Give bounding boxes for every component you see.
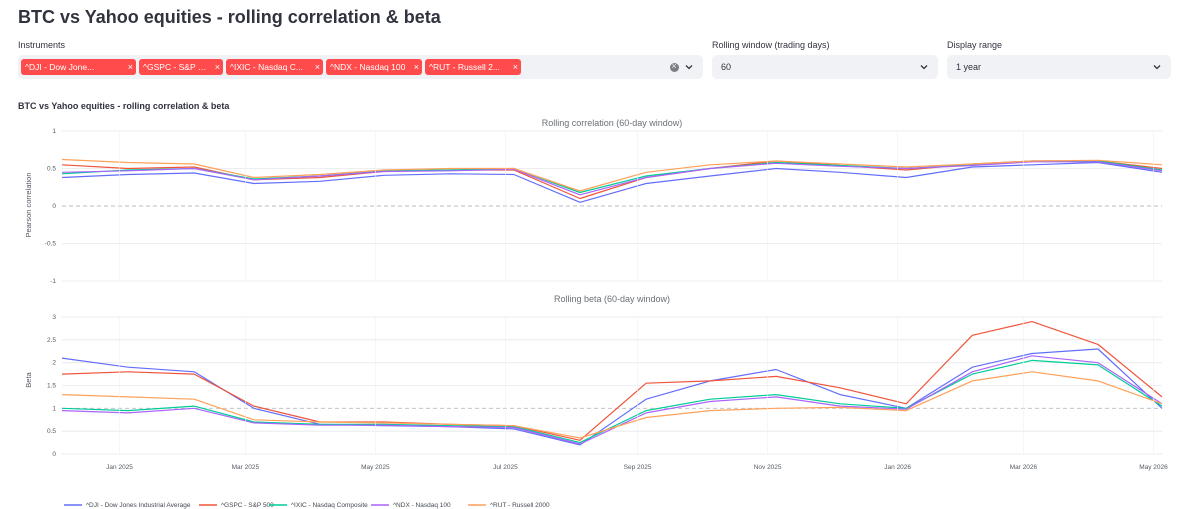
instruments-multiselect[interactable]: ^DJI - Dow Jone... × ^GSPC - S&P 500 × ^… (18, 55, 703, 79)
close-icon[interactable]: × (413, 62, 419, 72)
x-tick-label: May 2025 (361, 464, 390, 471)
y-tick-label: 1 (52, 405, 56, 412)
x-tick-label: Mar 2026 (1010, 464, 1038, 471)
series-line-2 (61, 160, 1163, 194)
chevron-down-icon[interactable] (683, 61, 695, 73)
close-icon[interactable]: × (127, 62, 133, 72)
chevron-down-icon[interactable] (1151, 61, 1163, 73)
chip-gspc[interactable]: ^GSPC - S&P 500 × (139, 59, 223, 75)
y-tick-label: 1.5 (47, 383, 56, 390)
display-range-value: 1 year (956, 62, 982, 72)
x-tick-label: May 2026 (1139, 464, 1168, 471)
rolling-window-label: Rolling window (trading days) (712, 40, 830, 50)
chip-label: ^RUT - Russell 2... (429, 62, 500, 72)
series-line-3 (61, 161, 1163, 196)
chip-rut[interactable]: ^RUT - Russell 2... × (425, 59, 521, 75)
legend-label: ^GSPC - S&P 500 (221, 502, 274, 509)
legend-label: ^DJI - Dow Jones Industrial Average (86, 502, 191, 509)
chip-ndx[interactable]: ^NDX - Nasdaq 100 × (326, 59, 422, 75)
chart-title: BTC vs Yahoo equities - rolling correlat… (18, 101, 230, 111)
y-tick-label: 2.5 (47, 337, 56, 344)
series-line-4 (61, 158, 1163, 192)
series-line-1 (61, 321, 1163, 441)
x-tick-label: Sep 2025 (624, 464, 652, 471)
legend-label: ^IXIC - Nasdaq Composite (291, 502, 368, 509)
y-tick-label: -1 (50, 278, 56, 285)
y-axis-title: Beta (24, 371, 33, 387)
rolling-window-value: 60 (721, 62, 732, 72)
x-tick-label: Mar 2025 (232, 464, 260, 471)
clear-all-icon[interactable] (670, 61, 679, 72)
series-line-0 (61, 348, 1163, 446)
rolling-window-select[interactable]: 60 (712, 55, 938, 79)
panel-subtitle: Rolling correlation (60-day window) (542, 118, 683, 128)
legend-label: ^RUT - Russell 2000 (490, 502, 550, 509)
chevron-down-icon[interactable] (918, 61, 930, 73)
y-tick-label: 1 (52, 128, 56, 135)
y-axis-title: Pearson correlation (24, 172, 33, 237)
close-icon[interactable]: × (512, 62, 518, 72)
series-line-2 (61, 359, 1163, 444)
series-line-3 (61, 355, 1163, 445)
x-tick-label: Nov 2025 (754, 464, 782, 471)
chip-dji[interactable]: ^DJI - Dow Jone... × (21, 59, 136, 75)
y-tick-label: 3 (52, 314, 56, 321)
close-icon[interactable]: × (214, 62, 220, 72)
x-tick-label: Jan 2025 (106, 464, 133, 471)
y-tick-label: 0 (52, 203, 56, 210)
y-tick-label: 0 (52, 451, 56, 458)
series-line-1 (61, 160, 1163, 200)
close-icon[interactable]: × (314, 62, 320, 72)
chip-ixic[interactable]: ^IXIC - Nasdaq C... × (226, 59, 323, 75)
chip-label: ^GSPC - S&P 500 (143, 62, 211, 72)
display-range-select[interactable]: 1 year (947, 55, 1171, 79)
y-tick-label: 0.5 (47, 428, 56, 435)
page-title: BTC vs Yahoo equities - rolling correlat… (18, 7, 441, 27)
chip-label: ^DJI - Dow Jone... (25, 62, 95, 72)
y-tick-label: 2 (52, 360, 56, 367)
x-tick-label: Jul 2025 (493, 464, 518, 471)
chip-label: ^NDX - Nasdaq 100 (330, 62, 406, 72)
y-tick-label: -0.5 (45, 241, 57, 248)
panel-subtitle: Rolling beta (60-day window) (554, 294, 670, 304)
series-line-4 (61, 371, 1163, 439)
chip-label: ^IXIC - Nasdaq C... (230, 62, 303, 72)
legend-label: ^NDX - Nasdaq 100 (393, 502, 451, 509)
series-line-0 (61, 161, 1163, 203)
instruments-label: Instruments (18, 40, 66, 50)
display-range-label: Display range (947, 40, 1003, 50)
y-tick-label: 0.5 (47, 166, 56, 173)
x-tick-label: Jan 2026 (884, 464, 911, 471)
